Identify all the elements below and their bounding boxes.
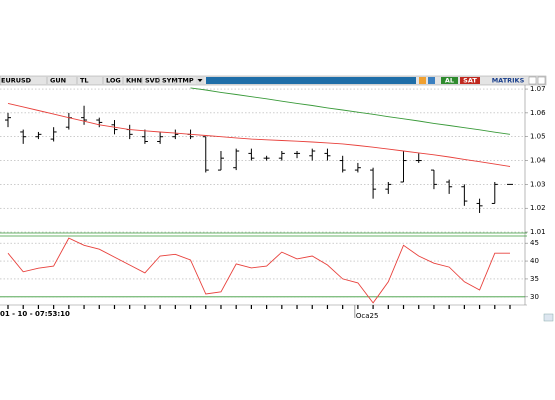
icon-settings[interactable]	[428, 77, 435, 84]
toolbar-button[interactable]: TL	[80, 77, 89, 85]
sell-button[interactable]	[460, 77, 480, 84]
x-tick-label: Oca25	[356, 312, 379, 320]
icon-refresh[interactable]	[419, 77, 426, 84]
toolbar-button[interactable]: SVD	[145, 77, 161, 85]
y-tick-label: 1.02	[530, 204, 546, 212]
buy-label: AL	[445, 77, 454, 85]
window-min[interactable]	[528, 76, 537, 85]
toolbar-button[interactable]: LOG	[106, 77, 121, 85]
symbol[interactable]: EURUSD	[1, 77, 32, 85]
toolbar-button[interactable]: SYM	[162, 77, 178, 85]
y-tick-label: 1.03	[530, 180, 546, 188]
dropdown-arrow	[197, 79, 203, 82]
time-label: 01 - 10 - 07:53:10	[0, 310, 70, 318]
series-line	[7, 102, 511, 167]
series-line	[7, 237, 510, 304]
y-tick-label: 35	[530, 275, 539, 283]
y-tick-label: 1.06	[530, 109, 546, 117]
series-line	[190, 87, 511, 135]
y-tick-label: 1.07	[530, 85, 546, 93]
toolbar-button[interactable]: GUN	[50, 77, 66, 85]
y-tick-label: 1.05	[530, 133, 546, 141]
toolbar-button[interactable]: TMP	[178, 77, 194, 85]
toolbar-button[interactable]: KHN	[126, 77, 142, 85]
brand: MATRIKS	[492, 77, 525, 85]
y-tick-label: 45	[530, 239, 539, 247]
window-close[interactable]	[537, 76, 546, 85]
sell-label: SAT	[463, 77, 477, 85]
y-tick-label: 30	[530, 293, 539, 301]
y-tick-label: 40	[530, 257, 539, 265]
buy-button[interactable]	[441, 77, 458, 84]
corner-icon[interactable]	[543, 313, 554, 322]
y-tick-label: 1.01	[530, 228, 546, 236]
symbol-strip	[206, 77, 416, 84]
y-tick-label: 1.04	[530, 157, 546, 165]
